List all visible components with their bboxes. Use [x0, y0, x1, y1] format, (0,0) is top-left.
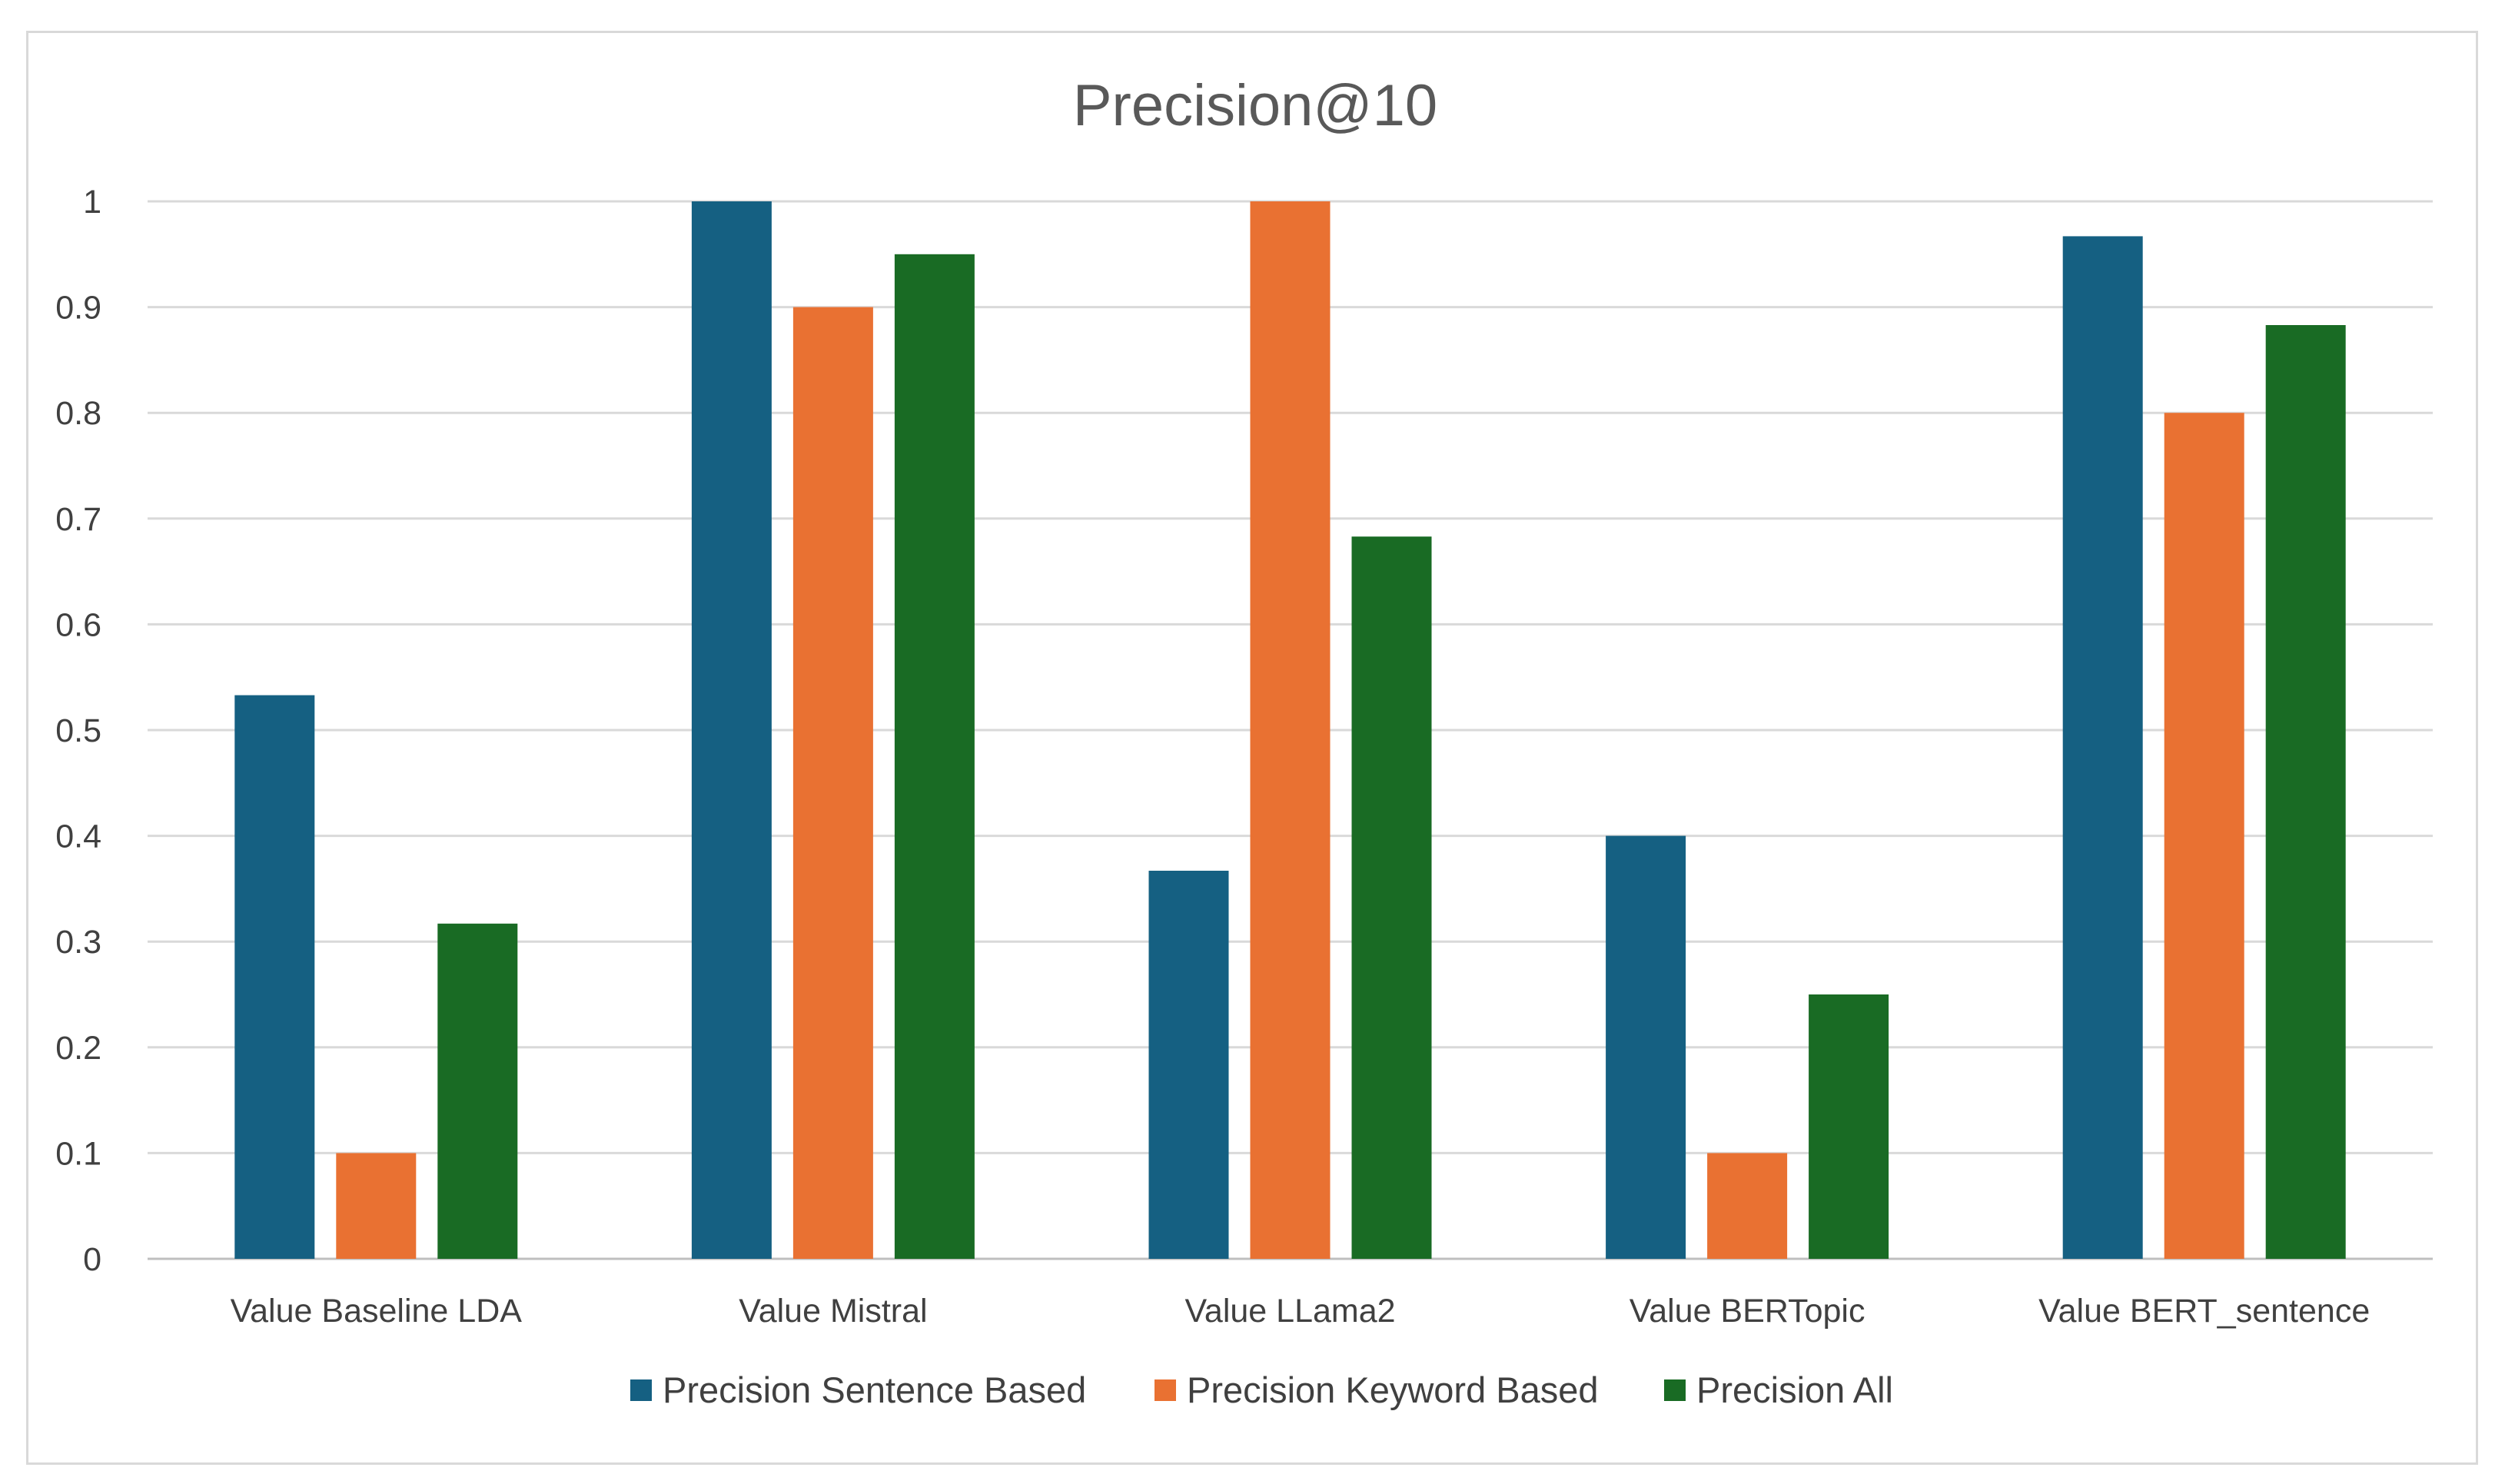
bar	[1809, 994, 1889, 1259]
bar	[1250, 201, 1331, 1259]
x-axis-ticks: Value Baseline LDA Value Mistral Value LLa…	[231, 1293, 2370, 1330]
chart-title: Precision@10	[1073, 73, 1437, 138]
legend-label: Precision Keyword Based	[1187, 1369, 1599, 1410]
bar	[1707, 1153, 1788, 1259]
legend-label: Precision All	[1696, 1369, 1893, 1410]
y-tick-label: 0.9	[55, 290, 101, 327]
x-tick-label: Value LLama2	[1184, 1293, 1395, 1330]
y-tick-label: 0.5	[55, 712, 101, 749]
bar	[437, 923, 518, 1259]
bar	[336, 1153, 417, 1259]
bar	[1148, 871, 1229, 1259]
bar	[1606, 835, 1686, 1259]
y-tick-label: 1	[83, 184, 101, 221]
x-tick-label: Value Mistral	[739, 1293, 927, 1330]
bar	[234, 695, 315, 1259]
y-tick-label: 0.2	[55, 1030, 101, 1067]
x-tick-label: Value BERTopic	[1630, 1293, 1865, 1330]
bars	[234, 201, 2346, 1260]
x-tick-label: Value BERT_sentence	[2038, 1293, 2370, 1330]
y-tick-label: 0.3	[55, 924, 101, 961]
legend: Precision Sentence Based Precision Keywor…	[630, 1369, 1893, 1410]
bar	[691, 201, 772, 1259]
y-axis-ticks: 0 0.1 0.2 0.3 0.4 0.5 0.6 0.7 0.8 0.9 1	[55, 184, 101, 1278]
y-tick-label: 0.8	[55, 395, 101, 432]
bar	[792, 307, 873, 1260]
legend-swatch	[1154, 1379, 1176, 1401]
y-tick-label: 0.4	[55, 818, 101, 855]
bar	[894, 254, 975, 1259]
bar	[2062, 236, 2143, 1260]
bar	[2265, 324, 2346, 1260]
bar	[2164, 413, 2244, 1260]
y-tick-label: 0	[83, 1241, 101, 1278]
bar	[1351, 536, 1432, 1259]
y-tick-label: 0.7	[55, 501, 101, 538]
y-tick-label: 0.1	[55, 1135, 101, 1172]
x-tick-label: Value Baseline LDA	[231, 1293, 523, 1330]
y-tick-label: 0.6	[55, 606, 101, 643]
legend-swatch	[1664, 1379, 1686, 1401]
legend-label: Precision Sentence Based	[663, 1369, 1086, 1410]
legend-swatch	[630, 1379, 652, 1401]
